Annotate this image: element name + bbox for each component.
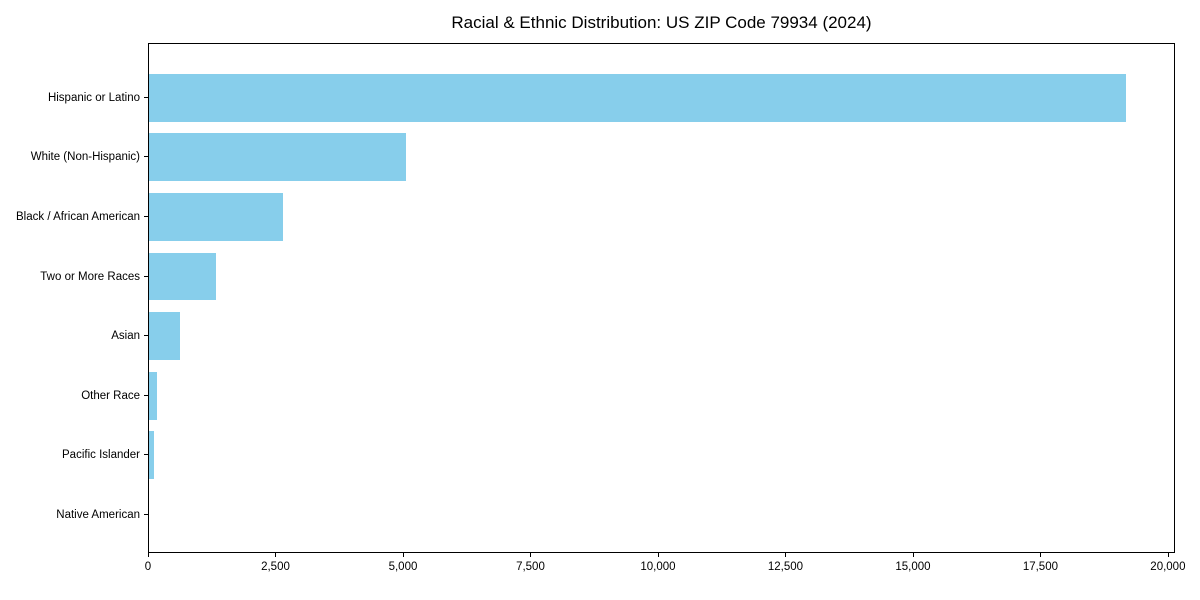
x-tick-label: 7,500	[516, 561, 545, 573]
x-tick-mark	[530, 553, 532, 557]
x-tick-mark	[785, 553, 787, 557]
bar-two-or-more-races	[149, 252, 216, 301]
y-tick-mark	[144, 513, 148, 515]
y-tick-mark	[144, 394, 148, 396]
bar-asian	[149, 312, 181, 360]
x-tick-mark	[912, 553, 914, 557]
x-tick-mark	[1167, 553, 1169, 557]
y-axis: Hispanic or Latino White (Non-Hispanic) Bl…	[0, 43, 148, 553]
x-tick-mark	[657, 553, 659, 557]
y-tick-label: Black / African American	[16, 210, 140, 223]
y-tick-mark	[144, 454, 148, 456]
chart-title: Racial & Ethnic Distribution: US ZIP Cod…	[451, 13, 872, 32]
bar-other-race	[149, 371, 157, 420]
bar-hispanic-or-latino	[149, 73, 1126, 122]
y-tick-label: Pacific Islander	[62, 449, 140, 462]
x-tick-mark	[275, 553, 277, 557]
y-tick-mark	[144, 275, 148, 277]
x-tick-label: 0	[144, 561, 152, 573]
y-tick-label: Asian	[111, 330, 140, 343]
x-tick-mark	[148, 553, 149, 557]
x-tick-label: 20,000	[1150, 561, 1186, 573]
y-tick-label: Other Race	[81, 389, 140, 402]
x-tick-label: 15,000	[895, 561, 931, 573]
x-tick-label: 5,000	[388, 561, 418, 573]
x-tick-label: 17,500	[1022, 561, 1058, 573]
y-tick-mark	[144, 335, 148, 337]
x-tick-label: 12,500	[767, 561, 804, 573]
y-tick-label: Native American	[56, 508, 140, 521]
y-tick-label: Two or More Races	[40, 270, 140, 283]
x-tick-label: 2,500	[261, 561, 290, 573]
y-tick-label: Hispanic or Latino	[47, 91, 140, 104]
x-tick-label: 10,000	[640, 561, 676, 573]
plot-area	[148, 43, 1175, 553]
bar-pacific-islander	[149, 431, 155, 480]
y-tick-mark	[144, 215, 148, 217]
y-tick-mark	[144, 156, 148, 158]
x-axis: 0 2,500 5,000 7,500 10,000 12,500 15,000 17,500…	[144, 553, 1185, 583]
y-tick-label: White (Non-Hispanic)	[30, 151, 140, 164]
bar-white-non-hispanic	[149, 133, 406, 182]
bar-black-african-american	[149, 193, 284, 241]
x-tick-mark	[402, 553, 404, 557]
x-tick-mark	[1040, 553, 1042, 557]
y-tick-mark	[144, 96, 148, 98]
